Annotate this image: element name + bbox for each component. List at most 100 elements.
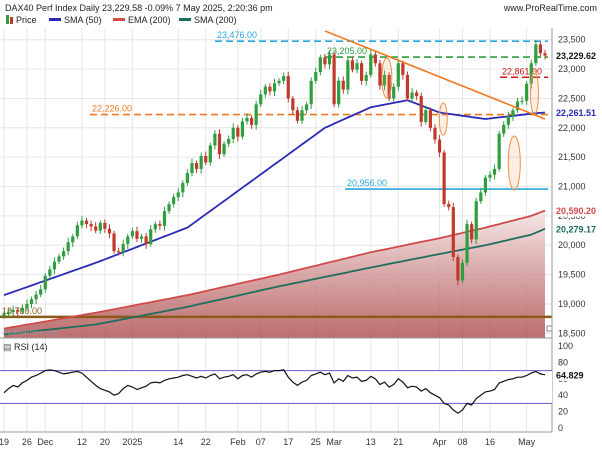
candle-body — [277, 80, 281, 84]
x-tick-label: Dec — [37, 437, 54, 447]
candle — [231, 123, 235, 144]
candle-body — [447, 204, 451, 208]
candle-body — [20, 308, 24, 312]
candle — [488, 171, 492, 182]
candle — [249, 115, 254, 129]
candle-body — [314, 72, 318, 81]
candle-body — [227, 138, 231, 144]
candle — [39, 284, 43, 298]
candle — [167, 201, 171, 214]
candle-body — [465, 224, 469, 263]
x-tick-label: 08 — [457, 437, 467, 447]
candle-body — [318, 57, 322, 73]
y-tick-label: 23,000 — [558, 64, 586, 74]
candle-body — [112, 233, 116, 252]
candle — [369, 50, 373, 78]
candle — [520, 96, 524, 105]
ema-fill-area — [4, 210, 545, 338]
candle — [84, 217, 89, 229]
candle — [465, 219, 469, 267]
sma50-value-tag-bg — [553, 106, 600, 119]
price-panel: 23,476.00 23,205.00 22,861.00 22,226.00 20,9… — [0, 28, 552, 432]
candle — [89, 220, 93, 232]
legend-item-sma200[interactable]: SMA (200) — [179, 15, 237, 25]
line-icon — [113, 18, 125, 21]
candle-body — [259, 94, 263, 105]
x-tick-label: 19 — [0, 437, 9, 447]
x-tick-label: 25 — [311, 437, 321, 447]
candle-body — [190, 163, 194, 174]
level-label: 23,205.00 — [327, 46, 367, 56]
x-tick-label: 22 — [201, 437, 211, 447]
candle-body — [208, 145, 212, 163]
candle-body — [332, 54, 336, 105]
candle — [103, 219, 107, 233]
candle — [126, 233, 130, 249]
candle-body — [52, 261, 57, 270]
candle-body — [217, 133, 222, 155]
candle — [277, 78, 281, 86]
line-icon — [49, 18, 61, 21]
candle-body — [327, 54, 332, 65]
x-tick-label: 17 — [283, 437, 293, 447]
chart-title: DAX40 Perf Index Daily 23,229.58 -0.09% … — [5, 3, 273, 13]
candle — [204, 151, 208, 166]
candle-body — [144, 236, 148, 245]
candle-body — [341, 80, 345, 90]
y-tick-label: 22,000 — [558, 123, 586, 133]
candle-body — [456, 256, 460, 281]
candle — [259, 89, 263, 107]
candle — [355, 58, 359, 74]
candle-body — [71, 236, 75, 243]
level-label: 22,861.00 — [502, 66, 542, 76]
candlestick-icon — [6, 15, 13, 24]
y-tick-label: 19,000 — [558, 299, 586, 309]
candle-body — [121, 244, 125, 253]
candle — [112, 230, 116, 254]
candle-body — [149, 229, 153, 245]
candle — [456, 254, 460, 286]
legend-item-sma50[interactable]: SMA (50) — [49, 15, 102, 25]
candle-body — [153, 224, 157, 230]
legend-item-ema200[interactable]: EMA (200) — [113, 15, 171, 25]
candle — [332, 51, 336, 107]
candle-body — [474, 201, 478, 240]
candle — [117, 247, 121, 256]
candle — [428, 107, 432, 132]
legend-label: EMA (200) — [128, 15, 171, 25]
candle-body — [492, 168, 497, 175]
candle-body — [57, 256, 61, 262]
candle — [525, 81, 529, 105]
candle-body — [350, 60, 355, 70]
candle — [62, 247, 66, 260]
candle-body — [300, 110, 304, 121]
candle-body — [460, 262, 465, 281]
candle — [149, 224, 153, 247]
value-tags: 23,229.62 22,261.51 20,590.20 20,279.17 — [553, 49, 600, 235]
rsi-tick-label: 40 — [558, 390, 568, 400]
rsi-icon: ▤ — [3, 342, 14, 352]
pattern-ellipse — [507, 135, 521, 191]
price-value-tag-bg — [553, 49, 600, 62]
candle — [11, 305, 15, 317]
candle-body — [543, 53, 547, 56]
candle-body — [360, 63, 364, 81]
candle-body — [369, 54, 373, 75]
candle — [194, 160, 199, 173]
candle — [268, 83, 272, 96]
candle — [16, 307, 20, 317]
candle-body — [158, 224, 162, 226]
sma200-value-tag-bg — [553, 222, 600, 235]
rsi-bands — [0, 370, 552, 404]
candle — [158, 220, 162, 230]
legend-item-price[interactable]: Price — [6, 15, 37, 25]
candle — [75, 221, 79, 240]
candle-body — [16, 309, 20, 312]
ma-line — [3, 99, 546, 296]
candle — [442, 149, 446, 207]
candle — [98, 220, 102, 234]
legend-label: SMA (200) — [194, 15, 237, 25]
candle — [130, 227, 134, 240]
candle-body — [117, 251, 121, 253]
candle-body — [89, 224, 93, 227]
